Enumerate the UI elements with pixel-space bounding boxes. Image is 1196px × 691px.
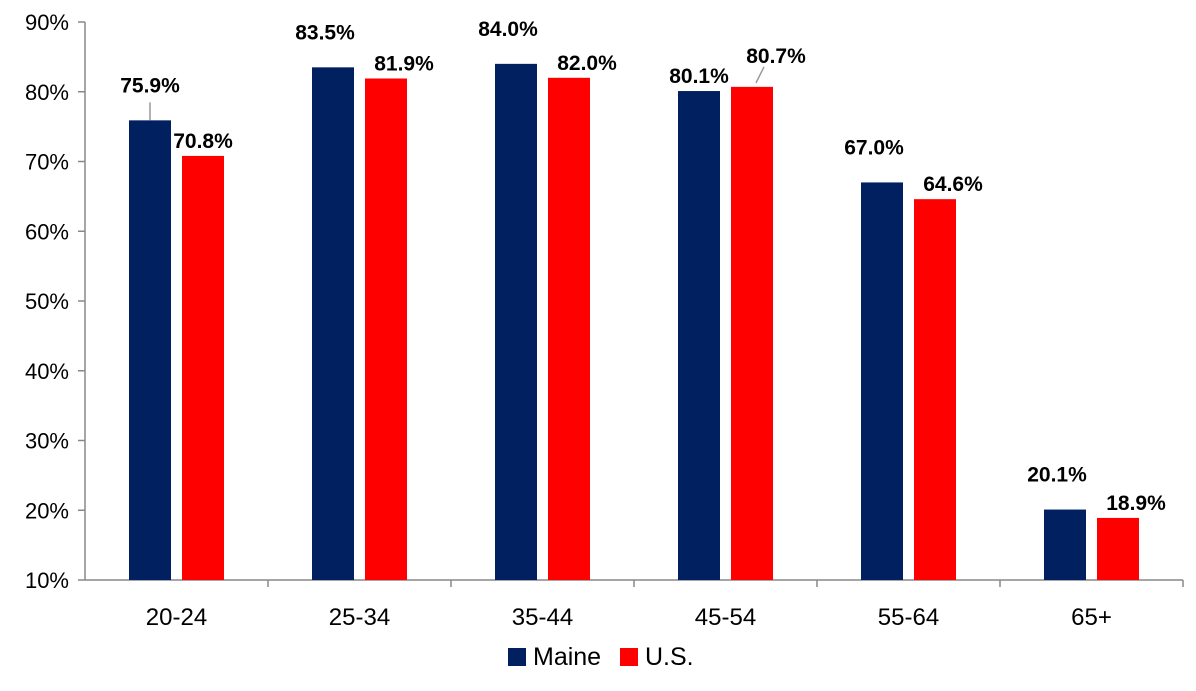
legend-swatch-maine [508, 648, 526, 666]
data-label-us: 18.9% [1106, 492, 1166, 515]
x-tick-label: 55-64 [878, 604, 939, 631]
bar-maine [861, 182, 903, 581]
data-label-us: 80.7% [746, 45, 806, 68]
bar-maine [678, 91, 720, 581]
x-tick-label: 35-44 [512, 604, 573, 631]
data-label-maine: 83.5% [295, 21, 355, 44]
bar-us [548, 77, 590, 581]
bar-us [365, 78, 407, 580]
y-tick-label: 90% [25, 10, 69, 35]
data-label-us: 64.6% [923, 173, 983, 196]
legend-label-maine: Maine [533, 643, 601, 671]
bar-maine [312, 67, 354, 580]
x-tick-label: 45-54 [695, 604, 756, 631]
bar-us [1097, 517, 1139, 580]
bar-maine [495, 63, 537, 581]
leader-line [755, 66, 765, 84]
y-tick-label: 10% [25, 568, 69, 593]
x-tick-label: 20-24 [146, 604, 207, 631]
data-label-maine: 67.0% [844, 136, 904, 159]
legend-swatch-us [620, 648, 638, 666]
y-tick-label: 70% [25, 150, 69, 175]
y-tick-label: 40% [25, 359, 69, 384]
bar-us [182, 155, 224, 581]
data-label-maine: 80.1% [669, 65, 729, 88]
data-label-maine: 75.9% [120, 74, 180, 97]
y-tick-label: 60% [25, 219, 69, 244]
bar-us [914, 199, 956, 581]
x-tick-label: 25-34 [329, 604, 390, 631]
bar-maine [129, 120, 171, 580]
y-tick-label: 20% [25, 498, 69, 523]
data-label-maine: 20.1% [1027, 464, 1087, 487]
legend-label-us: U.S. [645, 643, 694, 671]
data-label-us: 81.9% [374, 52, 434, 75]
y-tick-label: 80% [25, 80, 69, 105]
data-label-us: 70.8% [173, 130, 233, 153]
bar-maine [1044, 509, 1086, 580]
y-tick-label: 50% [25, 289, 69, 314]
bar-us [731, 86, 773, 581]
x-tick-label: 65+ [1071, 604, 1112, 631]
y-tick-label: 30% [25, 429, 69, 454]
data-label-us: 82.0% [557, 52, 617, 75]
data-label-maine: 84.0% [478, 18, 538, 41]
